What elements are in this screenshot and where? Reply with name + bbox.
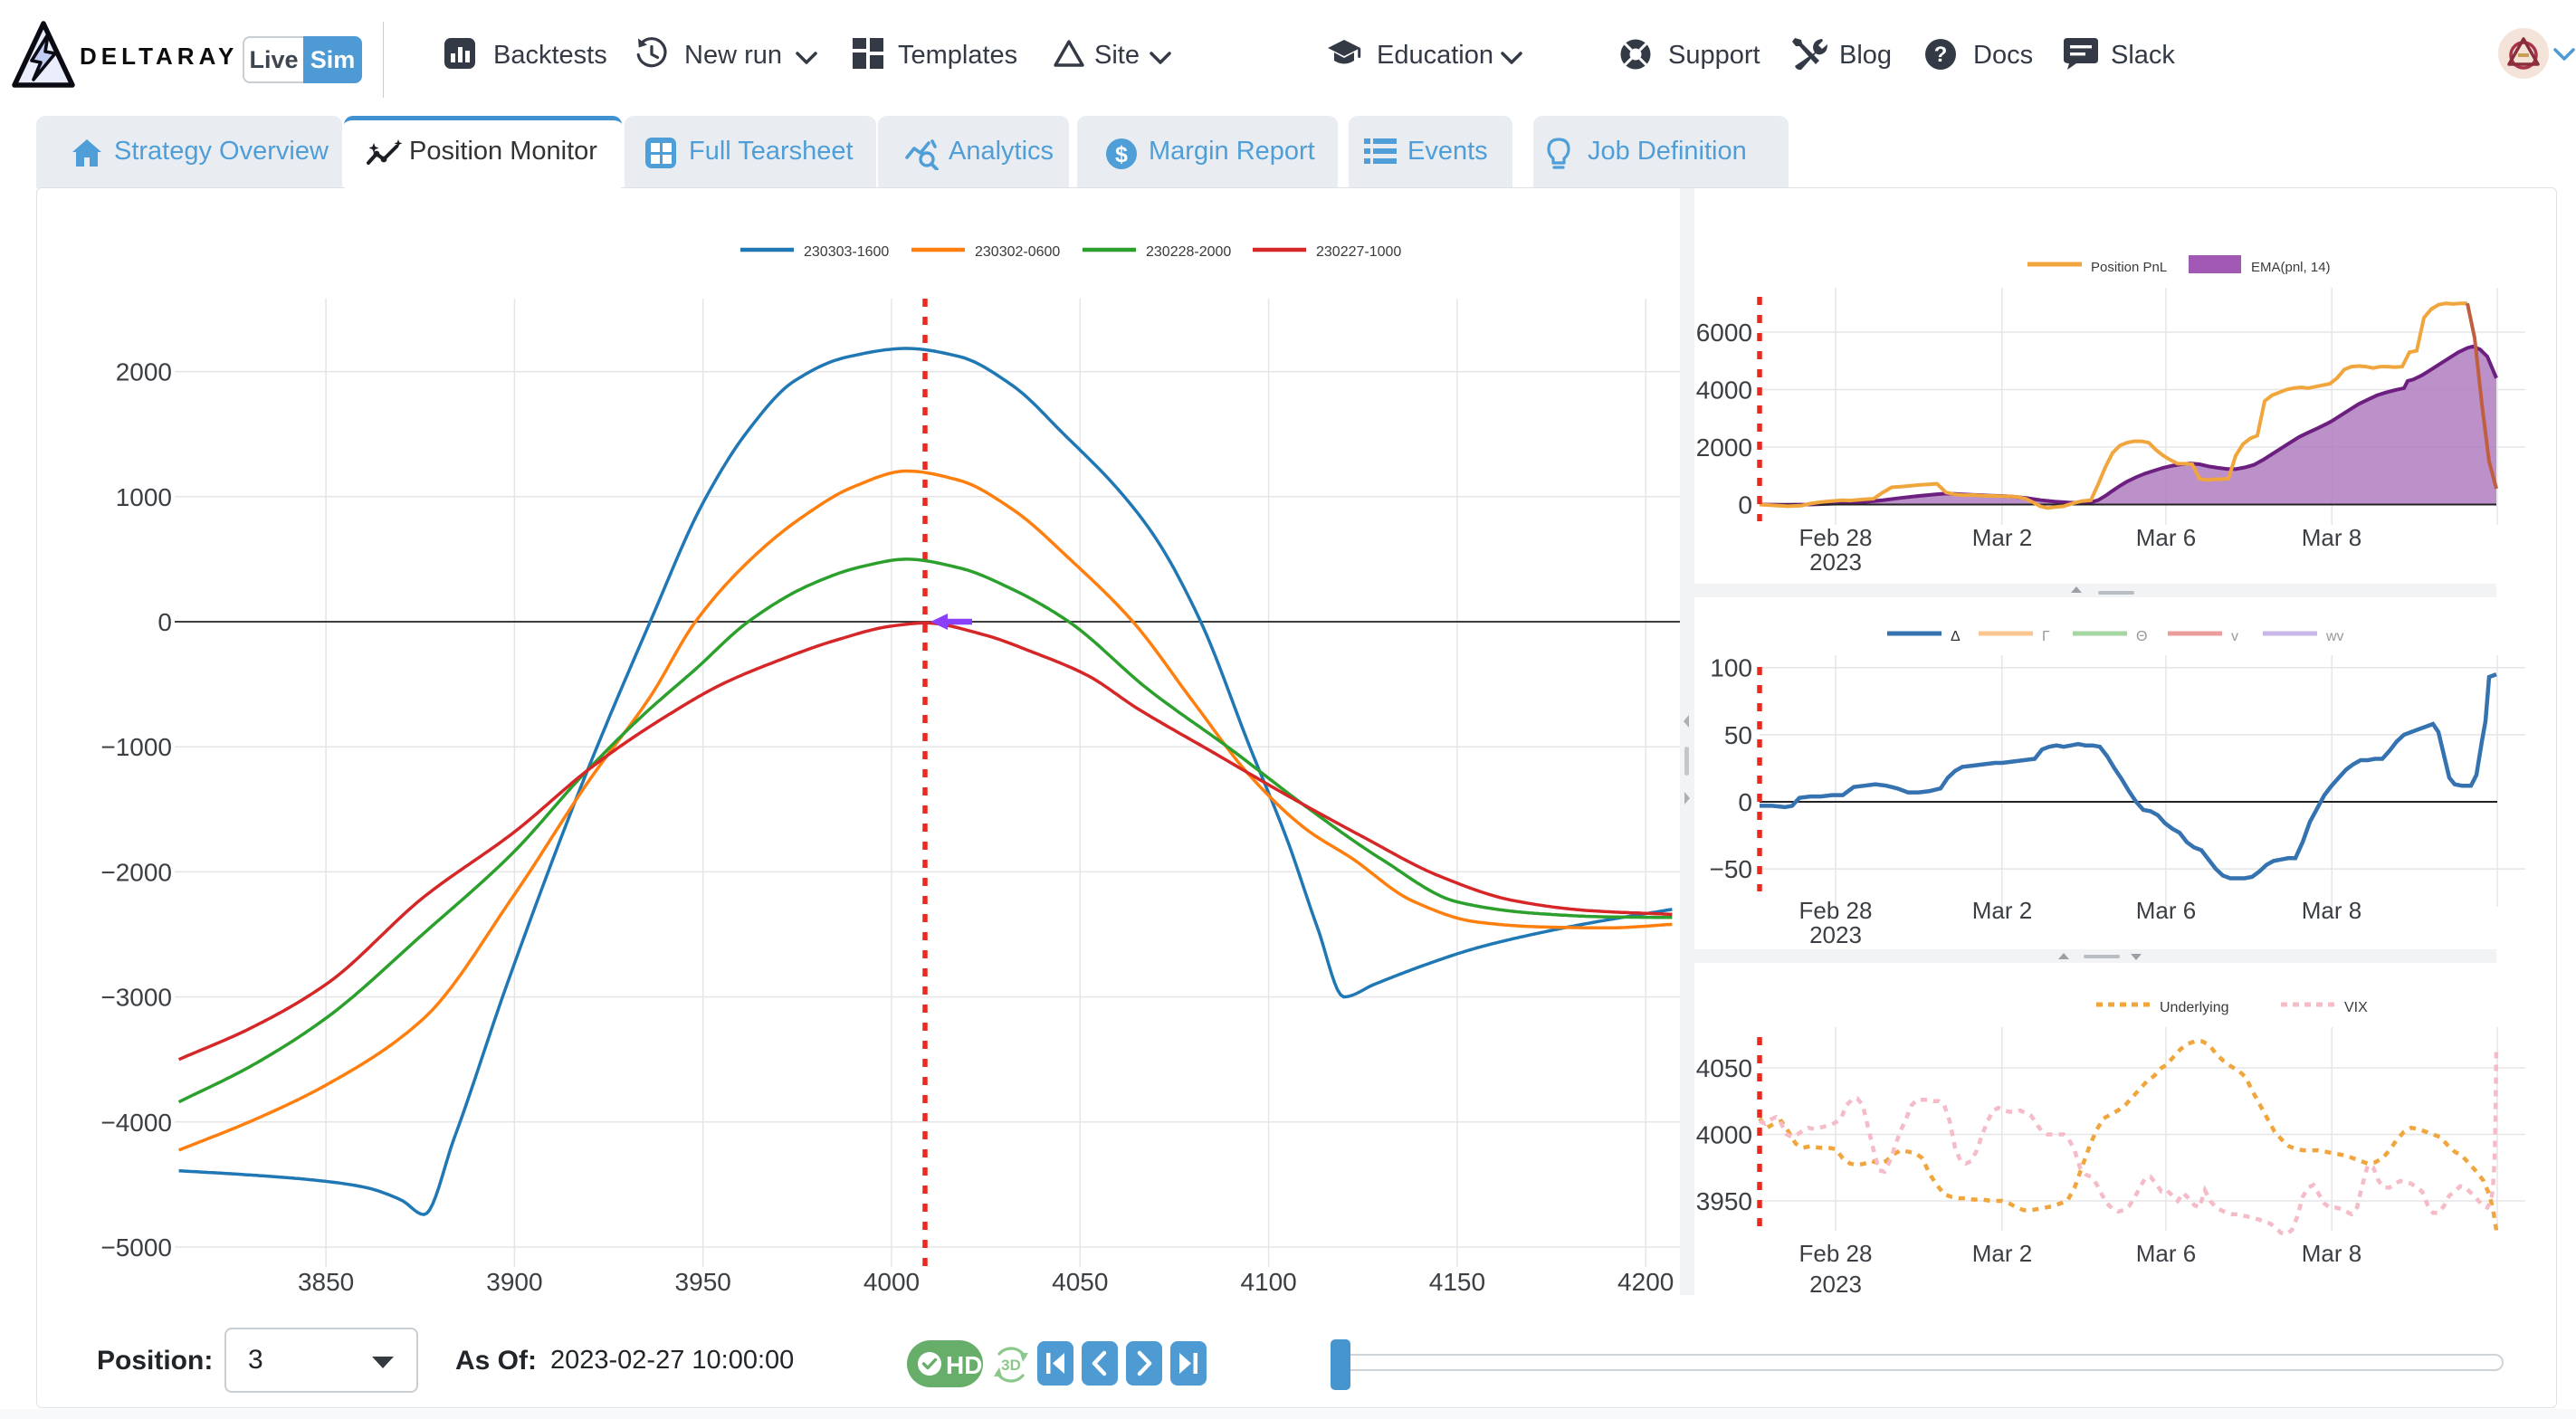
svg-text:4100: 4100 <box>1240 1268 1296 1296</box>
svg-text:4000: 4000 <box>863 1268 920 1296</box>
svg-text:0: 0 <box>1738 788 1752 816</box>
svg-text:2023: 2023 <box>1809 1271 1862 1298</box>
svg-text:Position PnL: Position PnL <box>2091 260 2167 275</box>
svg-text:Γ: Γ <box>2042 629 2050 644</box>
svg-text:−4000: −4000 <box>100 1109 172 1137</box>
svg-text:4000: 4000 <box>1696 1121 1752 1149</box>
svg-text:3850: 3850 <box>298 1268 354 1296</box>
svg-text:4050: 4050 <box>1696 1054 1752 1082</box>
svg-text:4200: 4200 <box>1617 1268 1674 1296</box>
svg-text:Mar 2: Mar 2 <box>1972 524 2032 551</box>
svg-text:Mar 8: Mar 8 <box>2302 524 2361 551</box>
svg-text:1000: 1000 <box>116 483 172 511</box>
svg-text:−5000: −5000 <box>100 1233 172 1262</box>
svg-text:VIX: VIX <box>2344 1000 2368 1015</box>
svg-text:−3000: −3000 <box>100 984 172 1012</box>
svg-text:0: 0 <box>1738 491 1752 519</box>
svg-text:v: v <box>2231 629 2238 644</box>
svg-text:Feb 28: Feb 28 <box>1799 897 1873 924</box>
svg-text:6000: 6000 <box>1696 319 1752 347</box>
svg-text:Mar 6: Mar 6 <box>2136 524 2196 551</box>
svg-text:230303-1600: 230303-1600 <box>804 244 889 260</box>
svg-text:50: 50 <box>1724 721 1752 749</box>
svg-text:Mar 6: Mar 6 <box>2136 897 2196 924</box>
svg-text:EMA(pnl, 14): EMA(pnl, 14) <box>2251 260 2331 275</box>
svg-text:Underlying: Underlying <box>2160 1000 2228 1015</box>
svg-text:2023: 2023 <box>1809 548 1862 576</box>
svg-text:Feb 28: Feb 28 <box>1799 524 1873 551</box>
svg-text:230302-0600: 230302-0600 <box>975 244 1060 260</box>
svg-text:4150: 4150 <box>1429 1268 1485 1296</box>
svg-text:−50: −50 <box>1710 855 1753 883</box>
svg-text:2000: 2000 <box>1696 433 1752 462</box>
svg-text:4050: 4050 <box>1052 1268 1108 1296</box>
svg-text:Mar 2: Mar 2 <box>1972 897 2032 924</box>
svg-text:Δ: Δ <box>1951 629 1961 644</box>
svg-text:230227-1000: 230227-1000 <box>1316 244 1401 260</box>
svg-text:Mar 6: Mar 6 <box>2136 1240 2196 1267</box>
svg-text:2000: 2000 <box>116 358 172 386</box>
svg-text:Feb 28: Feb 28 <box>1799 1240 1873 1267</box>
svg-text:4000: 4000 <box>1696 376 1752 405</box>
svg-text:2023: 2023 <box>1809 921 1862 948</box>
svg-text:0: 0 <box>157 608 172 636</box>
svg-text:−1000: −1000 <box>100 733 172 761</box>
svg-text:wv: wv <box>2325 629 2344 644</box>
svg-text:Mar 8: Mar 8 <box>2302 1240 2361 1267</box>
svg-text:?: ? <box>1934 43 1948 67</box>
svg-text:$: $ <box>1115 142 1128 167</box>
svg-text:Mar 8: Mar 8 <box>2302 897 2361 924</box>
svg-text:Θ: Θ <box>2136 629 2147 644</box>
svg-text:100: 100 <box>1710 654 1752 682</box>
svg-text:3950: 3950 <box>675 1268 731 1296</box>
svg-text:230228-2000: 230228-2000 <box>1146 244 1231 260</box>
svg-text:3950: 3950 <box>1696 1187 1752 1215</box>
svg-text:−2000: −2000 <box>100 858 172 886</box>
svg-text:Mar 2: Mar 2 <box>1972 1240 2032 1267</box>
svg-text:3900: 3900 <box>486 1268 542 1296</box>
svg-text:3D: 3D <box>1001 1357 1021 1374</box>
